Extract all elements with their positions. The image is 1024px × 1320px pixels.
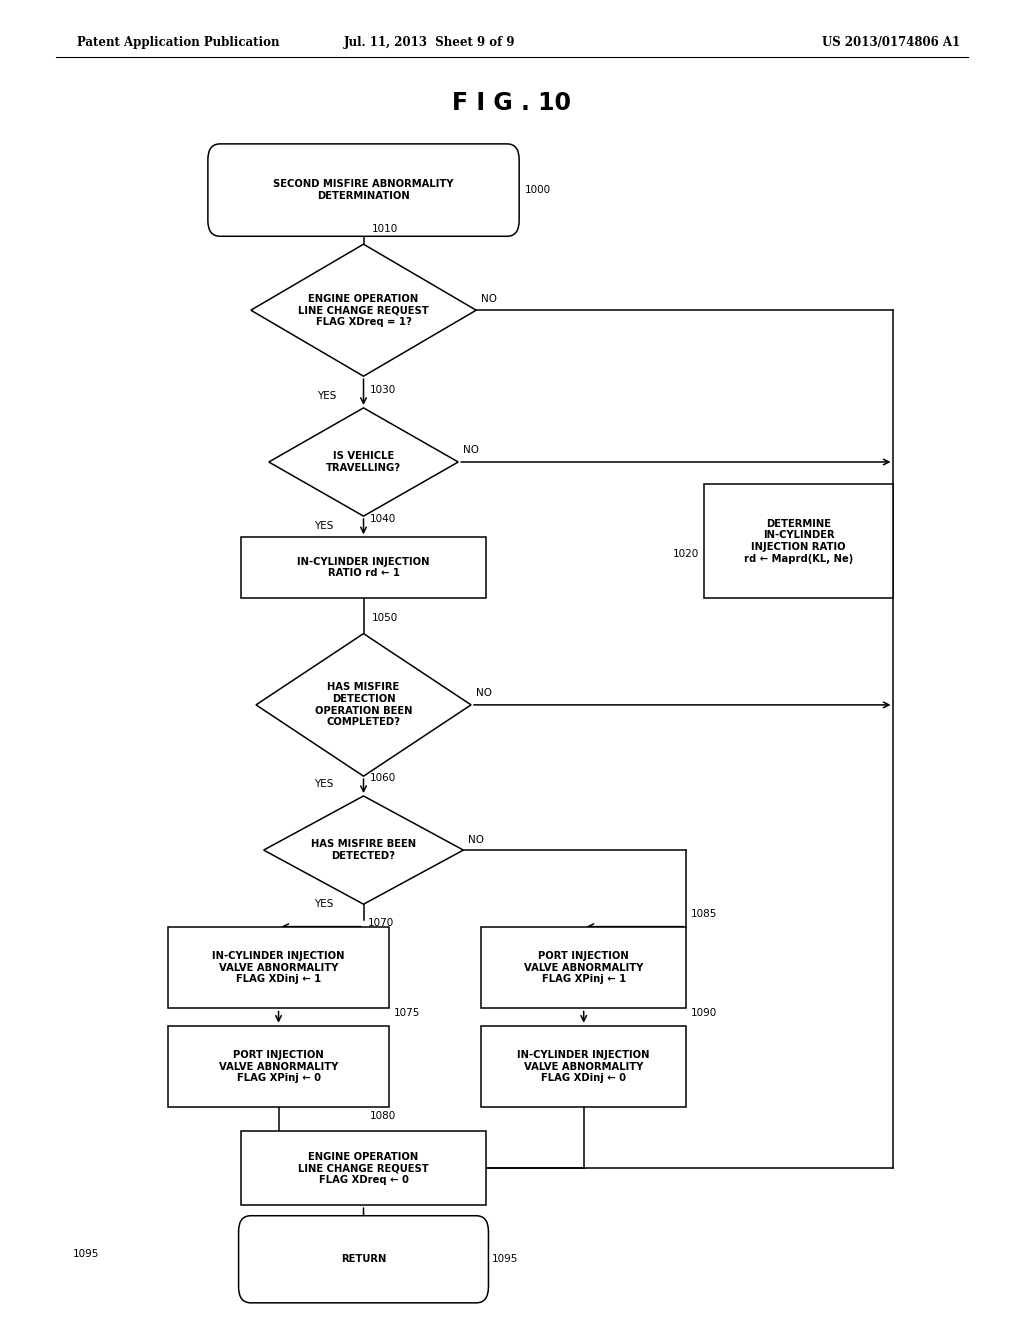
Text: 1070: 1070 [368, 917, 394, 928]
Text: YES: YES [314, 520, 334, 531]
Text: F I G . 10: F I G . 10 [453, 91, 571, 115]
Text: 1095: 1095 [73, 1249, 99, 1259]
Text: YES: YES [314, 899, 334, 909]
Text: PORT INJECTION
VALVE ABNORMALITY
FLAG XPinj ← 1: PORT INJECTION VALVE ABNORMALITY FLAG XP… [524, 950, 643, 985]
FancyBboxPatch shape [239, 1216, 488, 1303]
Text: 1085: 1085 [691, 908, 718, 919]
Text: 1050: 1050 [372, 612, 398, 623]
Text: Patent Application Publication: Patent Application Publication [77, 36, 280, 49]
Text: ENGINE OPERATION
LINE CHANGE REQUEST
FLAG XDreq = 1?: ENGINE OPERATION LINE CHANGE REQUEST FLA… [298, 293, 429, 327]
Text: SECOND MISFIRE ABNORMALITY
DETERMINATION: SECOND MISFIRE ABNORMALITY DETERMINATION [273, 180, 454, 201]
Bar [481, 927, 686, 1008]
Text: HAS MISFIRE
DETECTION
OPERATION BEEN
COMPLETED?: HAS MISFIRE DETECTION OPERATION BEEN COM… [314, 682, 413, 727]
Polygon shape [256, 634, 471, 776]
FancyBboxPatch shape [208, 144, 519, 236]
Text: 1000: 1000 [525, 185, 552, 195]
Text: IN-CYLINDER INJECTION
VALVE ABNORMALITY
FLAG XDinj ← 0: IN-CYLINDER INJECTION VALVE ABNORMALITY … [517, 1049, 650, 1084]
Text: 1080: 1080 [370, 1110, 396, 1121]
Bar [169, 1026, 389, 1107]
Text: 1030: 1030 [370, 384, 396, 395]
Text: US 2013/0174806 A1: US 2013/0174806 A1 [822, 36, 959, 49]
Text: NO: NO [463, 445, 479, 455]
Text: YES: YES [314, 779, 334, 789]
Polygon shape [268, 408, 459, 516]
Text: 1010: 1010 [372, 223, 398, 234]
Text: PORT INJECTION
VALVE ABNORMALITY
FLAG XPinj ← 0: PORT INJECTION VALVE ABNORMALITY FLAG XP… [219, 1049, 338, 1084]
Text: 1020: 1020 [673, 549, 698, 560]
Text: IN-CYLINDER INJECTION
RATIO rd ← 1: IN-CYLINDER INJECTION RATIO rd ← 1 [297, 557, 430, 578]
Text: NO: NO [476, 688, 493, 698]
Bar [169, 927, 389, 1008]
Text: HAS MISFIRE BEEN
DETECTED?: HAS MISFIRE BEEN DETECTED? [311, 840, 416, 861]
Bar [241, 537, 486, 598]
Text: ENGINE OPERATION
LINE CHANGE REQUEST
FLAG XDreq ← 0: ENGINE OPERATION LINE CHANGE REQUEST FLA… [298, 1151, 429, 1185]
Bar [481, 1026, 686, 1107]
Text: NO: NO [469, 834, 484, 845]
Text: Jul. 11, 2013  Sheet 9 of 9: Jul. 11, 2013 Sheet 9 of 9 [344, 36, 516, 49]
Text: RETURN: RETURN [341, 1254, 386, 1265]
Text: IN-CYLINDER INJECTION
VALVE ABNORMALITY
FLAG XDinj ← 1: IN-CYLINDER INJECTION VALVE ABNORMALITY … [212, 950, 345, 985]
Text: DETERMINE
IN-CYLINDER
INJECTION RATIO
rd ← Maprd(KL, Ne): DETERMINE IN-CYLINDER INJECTION RATIO rd… [744, 519, 853, 564]
Text: YES: YES [317, 391, 337, 401]
Text: IS VEHICLE
TRAVELLING?: IS VEHICLE TRAVELLING? [326, 451, 401, 473]
Bar [705, 484, 893, 598]
Text: 1095: 1095 [492, 1254, 518, 1265]
Text: 1040: 1040 [370, 513, 396, 524]
Bar [241, 1131, 486, 1205]
Text: NO: NO [481, 293, 498, 304]
Text: 1090: 1090 [691, 1007, 718, 1018]
Polygon shape [251, 244, 476, 376]
Polygon shape [263, 796, 463, 904]
Text: 1060: 1060 [370, 772, 396, 783]
Text: 1075: 1075 [393, 1007, 420, 1018]
